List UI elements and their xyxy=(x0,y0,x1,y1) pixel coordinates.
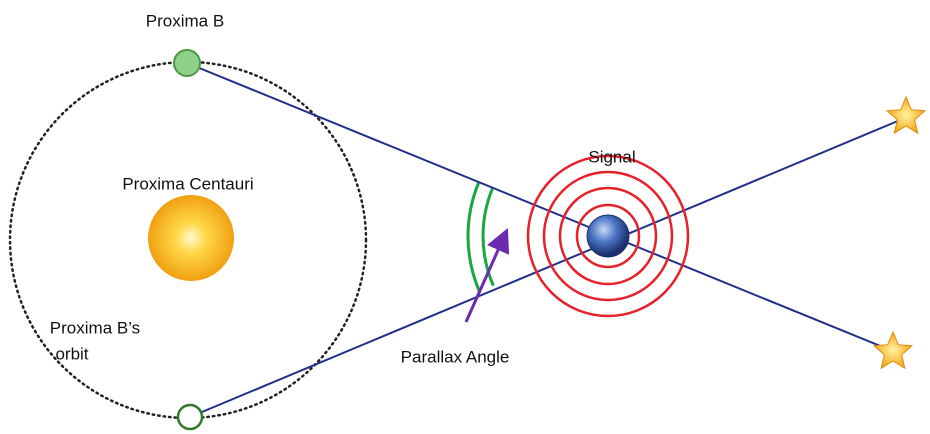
label: Proxima B’s xyxy=(50,318,140,337)
proxima-b xyxy=(174,50,200,76)
diagram: Proxima B Proxima Centauri Proxima B’s o… xyxy=(0,0,930,434)
sight-line xyxy=(187,63,890,350)
proxima-b-later xyxy=(178,405,202,429)
label: Proxima B xyxy=(146,11,224,30)
label: Signal xyxy=(588,147,635,166)
star xyxy=(874,332,912,368)
proxima-centauri xyxy=(148,195,234,281)
label: orbit xyxy=(55,344,88,363)
label: Parallax Angle xyxy=(401,347,510,366)
earth xyxy=(587,215,629,257)
angle-arc xyxy=(468,183,479,292)
star xyxy=(887,97,925,133)
label: Proxima Centauri xyxy=(122,174,253,193)
sight-line xyxy=(190,118,905,417)
